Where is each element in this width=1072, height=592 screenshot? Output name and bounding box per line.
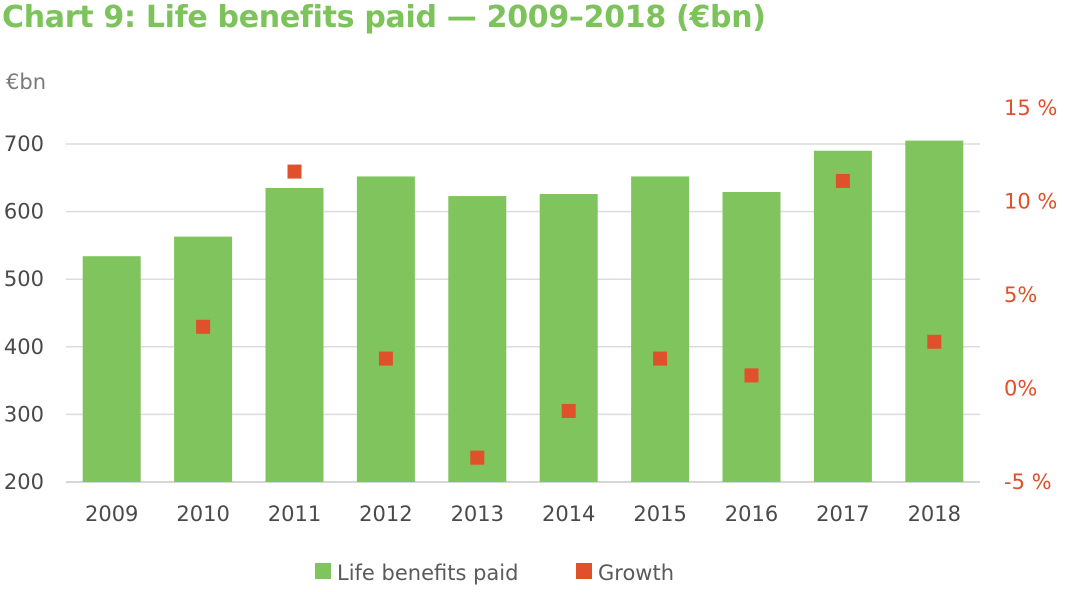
left-tick-label: 300 xyxy=(4,402,44,426)
legend: Life benefits paid Growth xyxy=(315,561,674,585)
right-tick-label: 5% xyxy=(1004,283,1037,307)
chart-title: Chart 9: Life benefits paid — 2009–2018 … xyxy=(2,0,766,35)
x-tick-label: 2015 xyxy=(633,502,686,526)
bar-2009 xyxy=(82,256,141,482)
x-tick-label: 2012 xyxy=(359,502,412,526)
x-tick-label: 2014 xyxy=(542,502,595,526)
growth-marker-2016 xyxy=(744,368,759,383)
x-tick-label: 2011 xyxy=(268,502,321,526)
left-tick-label: 600 xyxy=(4,200,44,224)
right-tick-label: 0% xyxy=(1004,377,1037,401)
left-tick-label: 700 xyxy=(4,132,44,156)
bar-2013 xyxy=(448,196,507,482)
bar-2010 xyxy=(174,236,233,482)
growth-marker-2012 xyxy=(378,351,393,366)
x-tick-label: 2013 xyxy=(451,502,504,526)
right-axis-ticks: -5 % 0% 5% 10 % 15 % xyxy=(1004,96,1057,494)
bar-2016 xyxy=(722,191,781,482)
x-tick-label: 2018 xyxy=(908,502,961,526)
legend-swatch-growth xyxy=(576,563,592,579)
legend-label-growth: Growth xyxy=(598,561,674,585)
left-tick-label: 500 xyxy=(4,267,44,291)
right-tick-label: 15 % xyxy=(1004,96,1057,120)
growth-marker-2014 xyxy=(561,403,576,418)
bar-2012 xyxy=(356,176,415,482)
growth-marker-2010 xyxy=(196,319,211,334)
legend-swatch-life-benefits xyxy=(315,563,331,579)
left-tick-label: 400 xyxy=(4,335,44,359)
x-tick-label: 2017 xyxy=(816,502,869,526)
bar-series xyxy=(82,140,964,483)
growth-marker-2011 xyxy=(287,164,302,179)
left-tick-label: 200 xyxy=(4,470,44,494)
x-axis-ticks: 2009 2010 2011 2012 2013 2014 2015 2016 2017 2018 xyxy=(85,502,961,526)
left-axis-unit-label: €bn xyxy=(6,70,46,94)
growth-series xyxy=(196,164,942,465)
bar-2015 xyxy=(631,176,690,482)
bar-2011 xyxy=(265,187,324,482)
right-tick-label: -5 % xyxy=(1004,470,1052,494)
growth-marker-2017 xyxy=(835,173,850,188)
x-tick-label: 2016 xyxy=(725,502,778,526)
growth-marker-2015 xyxy=(653,351,668,366)
bar-2014 xyxy=(539,194,598,483)
left-axis-ticks: 200 300 400 500 600 700 xyxy=(4,132,44,494)
x-tick-label: 2009 xyxy=(85,502,138,526)
growth-marker-2013 xyxy=(470,450,485,465)
bar-2017 xyxy=(813,150,872,482)
right-tick-label: 10 % xyxy=(1004,190,1057,214)
growth-marker-2018 xyxy=(927,334,942,349)
bar-2018 xyxy=(905,140,964,482)
legend-label-life-benefits: Life benefits paid xyxy=(337,561,518,585)
x-tick-label: 2010 xyxy=(176,502,229,526)
